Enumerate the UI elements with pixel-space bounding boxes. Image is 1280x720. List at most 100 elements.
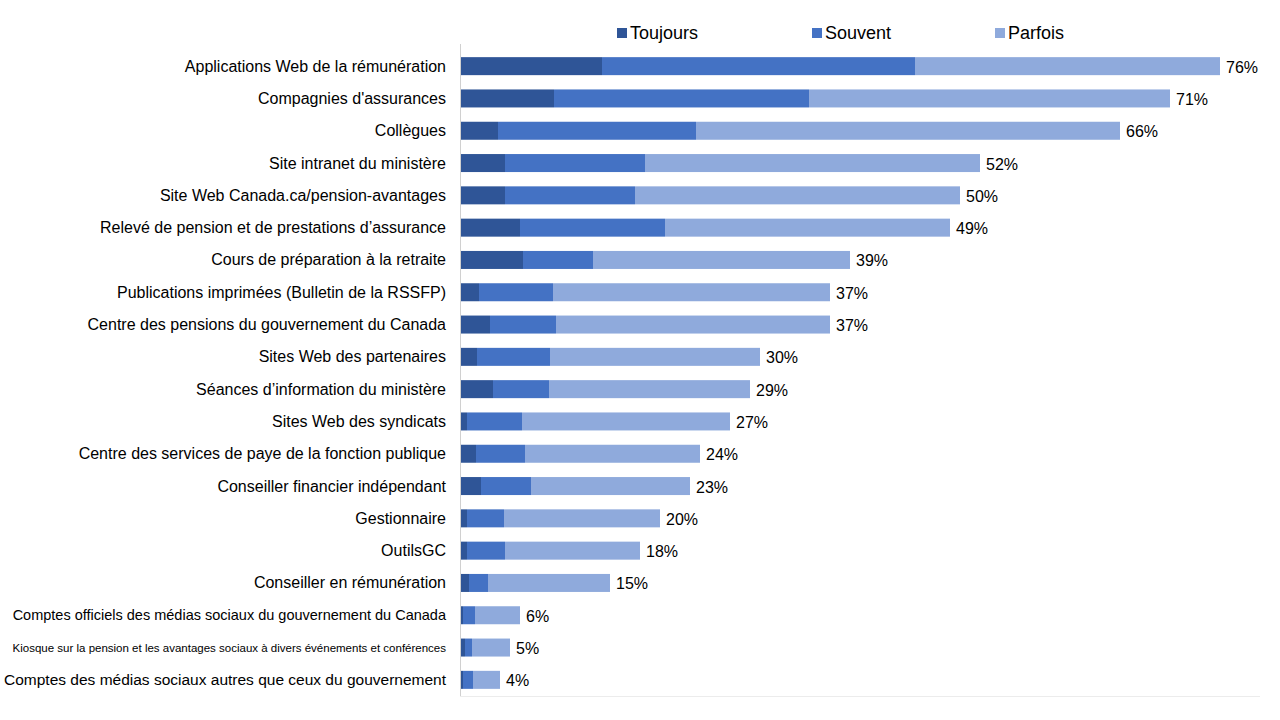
bar-segment [463,671,473,689]
category-label: Comptes des médias sociaux autres que ce… [4,671,447,688]
total-label: 37% [836,317,868,334]
bar-segment [463,606,475,624]
bar-segment [460,477,481,495]
bar-segment [602,57,915,75]
bar-segment [523,251,593,269]
bar-segment [476,445,525,463]
category-label: Collègues [375,122,446,139]
bar-segment [460,380,493,398]
bar-segment [469,574,488,592]
total-label: 23% [696,479,728,496]
category-label: Kiosque sur la pension et les avantages … [13,642,447,654]
legend-swatch [995,28,1005,38]
bar-segment [525,445,700,463]
total-label: 29% [756,382,788,399]
legend-swatch [617,28,627,38]
total-label: 66% [1126,123,1158,140]
bar-segment [475,606,520,624]
bar-segment [460,412,467,430]
category-label: Centre des services de paye de la foncti… [79,445,446,462]
total-label: 30% [766,349,798,366]
bar-segment [472,639,510,657]
bar-segment [460,154,505,172]
bar-segment [460,122,498,140]
bar-segment [460,509,467,527]
bars [460,57,1220,689]
category-label: Séances d’information du ministère [196,381,446,398]
total-label: 18% [646,543,678,560]
legend: Toujours Souvent Parfois [617,23,1064,43]
bar-segment [460,186,505,204]
total-label: 6% [526,608,549,625]
bar-segment [554,89,809,107]
total-label: 39% [856,252,888,269]
bar-segment [531,477,690,495]
bar-segment [593,251,850,269]
legend-label: Parfois [1008,23,1064,43]
total-label: 5% [516,640,539,657]
total-label: 20% [666,511,698,528]
bar-segment [460,445,476,463]
bar-segment [473,671,500,689]
category-label: Centre des pensions du gouvernement du C… [88,316,447,333]
legend-label: Toujours [630,23,698,43]
bar-segment [490,316,556,334]
category-label: Gestionnaire [355,510,446,527]
total-label: 71% [1176,91,1208,108]
bar-segment [460,348,477,366]
category-label: OutilsGC [381,542,446,559]
bar-segment [467,412,522,430]
total-label: 24% [706,446,738,463]
category-label: Conseiller en rémunération [254,574,446,591]
bar-segment [460,89,554,107]
total-label: 76% [1226,59,1258,76]
category-axis [460,44,461,696]
bar-segment [915,57,1220,75]
bar-segment [479,283,553,301]
category-label: Publications imprimées (Bulletin de la R… [117,284,446,301]
bar-segment [665,219,950,237]
category-label: Applications Web de la rémunération [185,58,446,75]
total-label: 27% [736,414,768,431]
chart: Applications Web de la rémunération Compa… [0,0,1280,720]
category-label: Comptes officiels des médias sociaux du … [13,607,447,623]
category-label: Relevé de pension et de prestations d’as… [100,219,446,236]
bar-segment [505,154,645,172]
bar-segment [522,412,730,430]
bar-segment [553,283,830,301]
total-label: 15% [616,575,648,592]
bar-segment [465,639,472,657]
bar-segment [635,186,960,204]
bar-segment [505,542,640,560]
category-label: Sites Web des syndicats [272,413,446,430]
bar-segment [460,57,602,75]
category-label: Site intranet du ministère [269,155,446,172]
total-label: 49% [956,220,988,237]
bar-segment [505,186,635,204]
value-axis [460,696,1260,697]
total-label: 50% [966,188,998,205]
legend-label: Souvent [825,23,891,43]
bar-segment [504,509,660,527]
bar-segment [460,316,490,334]
category-label: Cours de préparation à la retraite [211,251,446,268]
bar-segment [550,348,760,366]
bar-segment [520,219,665,237]
category-label: Compagnies d'assurances [258,90,446,107]
bar-segment [645,154,980,172]
bar-segment [481,477,531,495]
bar-segment [809,89,1170,107]
category-label: Sites Web des partenaires [259,348,446,365]
bar-segment [493,380,549,398]
bar-segment [696,122,1120,140]
bar-segment [477,348,550,366]
bar-segment [556,316,830,334]
category-label: Conseiller financier indépendant [217,478,446,495]
total-label: 52% [986,156,1018,173]
total-label: 4% [506,672,529,689]
bar-segment [460,542,467,560]
bar-segment [460,574,469,592]
bar-segment [467,509,504,527]
category-label: Site Web Canada.ca/pension-avantages [160,187,446,204]
bar-segment [488,574,610,592]
